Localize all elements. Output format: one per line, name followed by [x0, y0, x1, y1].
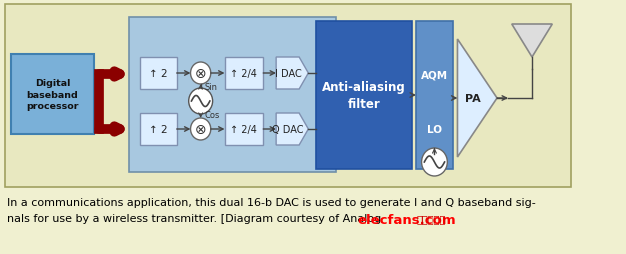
Circle shape	[421, 148, 448, 176]
FancyBboxPatch shape	[316, 22, 413, 169]
Text: ⊗: ⊗	[195, 67, 207, 81]
Polygon shape	[276, 58, 309, 90]
Text: Q DAC: Q DAC	[272, 124, 304, 134]
Text: ⊗: ⊗	[195, 122, 207, 136]
Text: Anti-aliasing
filter: Anti-aliasing filter	[322, 80, 406, 111]
Text: ↑ 2/4: ↑ 2/4	[230, 124, 257, 134]
Text: elecfans.com: elecfans.com	[357, 213, 456, 226]
Text: Cos: Cos	[204, 111, 220, 120]
FancyBboxPatch shape	[140, 114, 177, 146]
Text: Digital
baseband
processor: Digital baseband processor	[26, 78, 79, 111]
Polygon shape	[458, 40, 497, 157]
FancyBboxPatch shape	[4, 5, 571, 187]
Circle shape	[190, 119, 211, 140]
Text: Sin: Sin	[204, 83, 217, 92]
Text: ↑ 2: ↑ 2	[149, 124, 168, 134]
Text: 电子成为友: 电子成为友	[416, 213, 446, 223]
FancyBboxPatch shape	[140, 58, 177, 90]
Text: AQM: AQM	[421, 70, 448, 80]
Polygon shape	[512, 25, 552, 58]
Text: PA: PA	[465, 94, 481, 104]
Polygon shape	[276, 114, 309, 146]
Text: ↑ 2/4: ↑ 2/4	[230, 69, 257, 79]
Text: I DAC: I DAC	[275, 69, 302, 79]
Text: ↑ 2: ↑ 2	[149, 69, 168, 79]
FancyBboxPatch shape	[129, 18, 336, 172]
Circle shape	[190, 63, 211, 85]
FancyBboxPatch shape	[225, 58, 264, 90]
Text: nals for use by a wireless transmitter. [Diagram courtesy of Analog: nals for use by a wireless transmitter. …	[8, 213, 382, 223]
Circle shape	[188, 89, 213, 115]
FancyBboxPatch shape	[416, 22, 453, 169]
FancyBboxPatch shape	[225, 114, 264, 146]
Text: In a communications application, this dual 16-b DAC is used to generate I and Q : In a communications application, this du…	[8, 197, 536, 207]
Text: LO: LO	[427, 124, 442, 134]
FancyBboxPatch shape	[11, 55, 94, 134]
